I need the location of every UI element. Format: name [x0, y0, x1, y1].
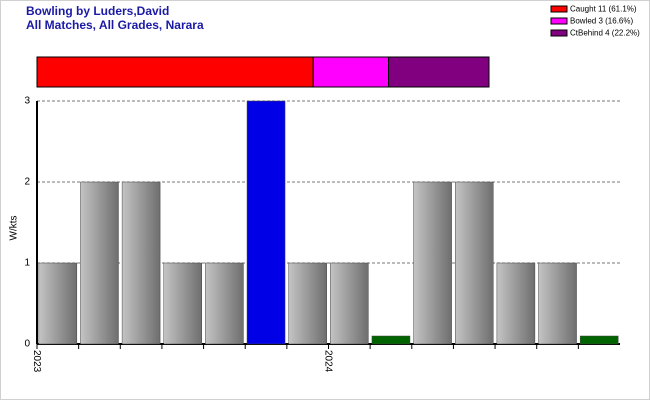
legend-label: Caught 11 (61.1%)	[570, 5, 637, 14]
legend-swatch	[550, 5, 568, 13]
y-tick-label: 2	[24, 177, 30, 188]
y-tick-label: 1	[24, 258, 30, 269]
x-tick-label: 2023	[31, 350, 42, 373]
bar	[121, 181, 161, 345]
breakdown-segment	[388, 56, 490, 88]
y-tick-label: 0	[24, 339, 30, 350]
chart-subtitle: All Matches, All Grades, Narara	[26, 18, 204, 32]
bar	[246, 100, 286, 345]
legend-label: CtBehind 4 (22.2%)	[570, 29, 640, 38]
breakdown-segment	[36, 56, 314, 88]
bar	[371, 335, 411, 345]
bar	[163, 262, 202, 345]
bar	[455, 181, 494, 345]
x-tick-label: 2024	[323, 350, 334, 373]
y-tick-label: 3	[24, 96, 30, 107]
bar	[288, 262, 327, 345]
legend-swatch	[550, 29, 568, 37]
bar	[413, 181, 452, 345]
bar	[579, 335, 619, 345]
legend-label: Bowled 3 (16.6%)	[570, 17, 633, 26]
bar	[538, 262, 577, 345]
bar	[330, 262, 369, 345]
bar	[496, 262, 536, 345]
bar	[80, 181, 119, 345]
breakdown-segment	[312, 56, 390, 88]
bar	[38, 262, 78, 345]
legend-swatch	[550, 17, 568, 25]
chart-title: Bowling by Luders,David	[26, 4, 169, 18]
bar	[205, 262, 244, 345]
y-axis-label: W/kts	[9, 216, 20, 241]
